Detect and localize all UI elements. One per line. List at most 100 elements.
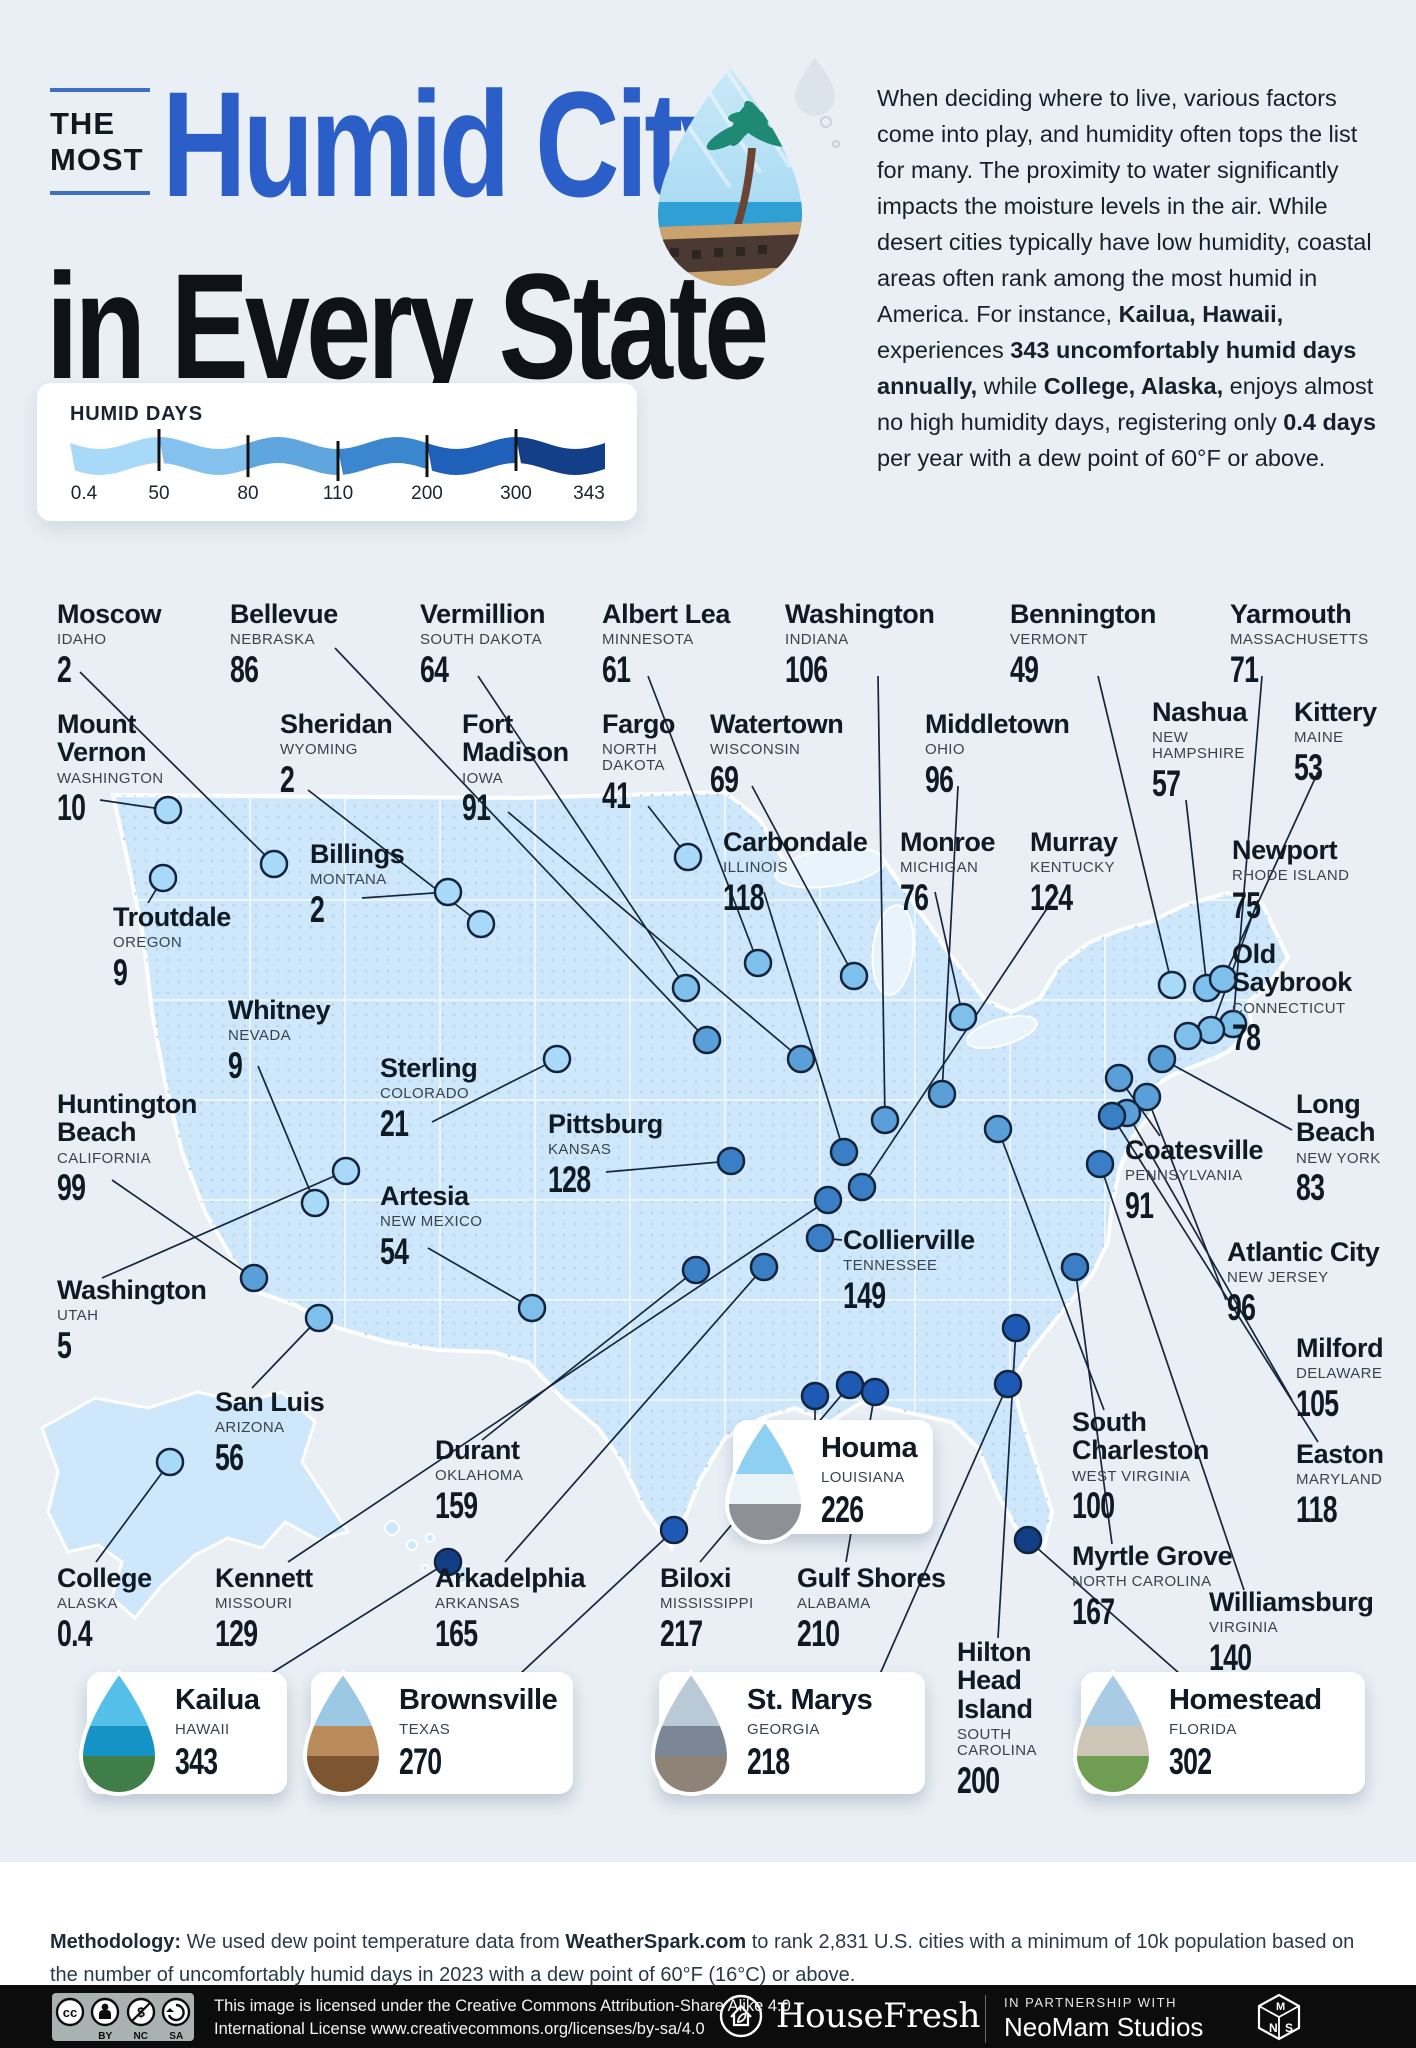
city-state-mount-vernon-washington: WASHINGTON xyxy=(57,769,164,787)
methodology-note: Methodology: We used dew point temperatu… xyxy=(50,1931,1355,1986)
city-dot-old-saybrook-connecticut xyxy=(1173,1021,1203,1051)
city-name-brownsville-texas: Brownsville xyxy=(399,1684,558,1716)
city-label-kennett-missouri: Kennett MISSOURI 129 xyxy=(215,1564,313,1654)
city-label-huntington-beach-california: Huntington Beach CALIFORNIA 99 xyxy=(57,1090,197,1208)
city-dot-artesia-new-mexico xyxy=(517,1293,547,1323)
creative-commons-badges: cc BY $ NC SA xyxy=(52,1993,194,2042)
housefresh-logo: HouseFresh xyxy=(718,1993,980,2039)
city-name-carbondale-illinois: Carbondale xyxy=(723,827,868,857)
city-value-hilton-head-island-south-carolina: 200 xyxy=(957,1759,1000,1801)
city-name-sheridan-wyoming: Sheridan xyxy=(280,709,393,739)
city-dot-homestead-florida xyxy=(1013,1525,1043,1555)
city-value-houma-louisiana: 226 xyxy=(821,1489,864,1530)
city-value-san-luis-arizona: 56 xyxy=(215,1437,244,1479)
housefresh-icon xyxy=(719,1994,763,2038)
city-photo-homestead-florida xyxy=(1072,1668,1154,1796)
city-label-hilton-head-island-south-carolina: Hilton Head Island SOUTH CAROLINA 200 xyxy=(957,1638,1037,1800)
city-value-brownsville-texas: 270 xyxy=(399,1741,442,1782)
city-name-washington-indiana: Washington xyxy=(785,599,935,629)
city-label-whitney-nevada: Whitney NEVADA 9 xyxy=(228,996,331,1086)
city-state-huntington-beach-california: CALIFORNIA xyxy=(57,1149,152,1167)
city-label-washington-utah: Washington UTAH 5 xyxy=(57,1276,207,1366)
city-name-huntington-beach-california: Huntington Beach xyxy=(57,1089,197,1148)
city-value-washington-indiana: 106 xyxy=(785,649,828,691)
city-dot-billings-montana xyxy=(433,877,463,907)
city-dot-st-marys-georgia xyxy=(993,1369,1023,1399)
city-value-milford-delaware: 105 xyxy=(1296,1383,1339,1425)
city-label-vermillion-south-dakota: Vermillion SOUTH DAKOTA 64 xyxy=(420,600,545,690)
city-dot-kennett-missouri xyxy=(813,1185,843,1215)
city-state-fargo-north-dakota: NORTH DAKOTA xyxy=(602,741,665,775)
cc-nc-icon: $ NC xyxy=(126,1997,156,2042)
city-dot-hilton-head-island-south-carolina xyxy=(1001,1313,1031,1343)
city-state-old-saybrook-connecticut: CONNECTICUT xyxy=(1232,999,1346,1017)
city-dot-huntington-beach-california xyxy=(239,1263,269,1293)
city-name-watertown-wisconsin: Watertown xyxy=(710,709,844,739)
city-name-college-alaska: College xyxy=(57,1563,152,1593)
city-value-newport-rhode-island: 75 xyxy=(1232,885,1261,927)
city-photo-st-marys-georgia xyxy=(650,1668,732,1796)
city-name-coatesville-pennsylvania: Coatesville xyxy=(1125,1135,1264,1165)
city-state-long-beach-new-york: NEW YORK xyxy=(1296,1149,1381,1167)
city-value-fargo-north-dakota: 41 xyxy=(602,774,631,816)
city-value-albert-lea-minnesota: 61 xyxy=(602,649,631,691)
city-state-kittery-maine: MAINE xyxy=(1294,729,1344,747)
city-name-myrtle-grove-north-carolina: Myrtle Grove xyxy=(1072,1541,1233,1571)
city-dot-houma-louisiana xyxy=(800,1381,830,1411)
kicker-line-2: MOST xyxy=(50,141,144,177)
city-state-whitney-nevada: NEVADA xyxy=(228,1027,291,1045)
city-name-st-marys-georgia: St. Marys xyxy=(747,1684,873,1716)
legend-tick-labels: 0.4 50 80 110 200 300 343 xyxy=(70,483,605,507)
city-dot-pittsburg-kansas xyxy=(716,1146,746,1176)
city-value-murray-kentucky: 124 xyxy=(1030,877,1073,919)
city-card-homestead-florida: Homestead FLORIDA 302 xyxy=(1072,1668,1365,1796)
city-label-nashua-new-hampshire: Nashua NEW HAMPSHIRE 57 xyxy=(1152,697,1248,804)
city-card-houma-louisiana: Houma LOUISIANA 226 xyxy=(724,1416,933,1544)
city-name-long-beach-new-york: Long Beach xyxy=(1296,1089,1376,1148)
city-state-san-luis-arizona: ARIZONA xyxy=(215,1419,285,1437)
city-name-homestead-florida: Homestead xyxy=(1169,1684,1322,1716)
city-name-biloxi-mississippi: Biloxi xyxy=(660,1563,732,1593)
city-dot-myrtle-grove-north-carolina xyxy=(1060,1252,1090,1282)
city-state-yarmouth-massachusetts: MASSACHUSETTS xyxy=(1230,631,1369,649)
kicker-line-1: THE xyxy=(50,106,115,141)
city-name-durant-oklahoma: Durant xyxy=(435,1435,520,1465)
city-value-st-marys-georgia: 218 xyxy=(747,1741,790,1782)
city-value-nashua-new-hampshire: 57 xyxy=(1152,762,1181,804)
city-name-kailua-hawaii: Kailua xyxy=(175,1684,260,1716)
city-dot-newport-rhode-island xyxy=(1196,1015,1226,1045)
city-value-carbondale-illinois: 118 xyxy=(723,877,765,919)
city-value-myrtle-grove-north-carolina: 167 xyxy=(1072,1591,1115,1633)
partnership-block: IN PARTNERSHIP WITH NeoMam Studios xyxy=(985,1995,1203,2043)
city-name-nashua-new-hampshire: Nashua xyxy=(1152,697,1248,727)
city-label-fort-madison-iowa: Fort Madison IOWA 91 xyxy=(462,710,569,828)
city-dot-fort-madison-iowa xyxy=(786,1044,816,1074)
city-state-monroe-michigan: MICHIGAN xyxy=(900,859,979,877)
city-label-monroe-michigan: Monroe MICHIGAN 76 xyxy=(900,828,995,918)
city-name-mount-vernon-washington: Mount Vernon xyxy=(57,709,147,768)
city-value-yarmouth-massachusetts: 71 xyxy=(1230,649,1259,691)
city-name-artesia-new-mexico: Artesia xyxy=(380,1181,469,1211)
city-dot-san-luis-arizona xyxy=(304,1303,334,1333)
city-label-arkadelphia-arkansas: Arkadelphia ARKANSAS 165 xyxy=(435,1564,586,1654)
city-label-kittery-maine: Kittery MAINE 53 xyxy=(1294,698,1377,788)
city-label-sheridan-wyoming: Sheridan WYOMING 2 xyxy=(280,709,393,800)
city-value-pittsburg-kansas: 128 xyxy=(548,1159,591,1201)
city-label-troutdale-oregon: Troutdale OREGON 9 xyxy=(113,903,231,993)
city-label-milford-delaware: Milford DELAWARE 105 xyxy=(1296,1334,1384,1425)
city-dot-brownsville-texas xyxy=(659,1515,689,1545)
city-name-troutdale-oregon: Troutdale xyxy=(113,902,231,932)
legend-segment xyxy=(70,437,159,475)
city-name-houma-louisiana: Houma xyxy=(821,1432,918,1464)
svg-text:S: S xyxy=(1285,2021,1293,2035)
city-value-mount-vernon-washington: 10 xyxy=(57,787,86,829)
city-value-gulf-shores-alabama: 210 xyxy=(797,1613,840,1655)
leader-line-hilton-head-island-south-carolina xyxy=(997,1327,1017,1639)
city-label-atlantic-city-new-jersey: Atlantic City NEW JERSEY 96 xyxy=(1227,1238,1380,1328)
title-kicker: THE MOST xyxy=(50,88,150,196)
legend-tick-label: 80 xyxy=(237,483,259,504)
city-state-myrtle-grove-north-carolina: NORTH CAROLINA xyxy=(1072,1573,1212,1591)
city-label-gulf-shores-alabama: Gulf Shores ALABAMA 210 xyxy=(797,1564,946,1654)
city-state-south-charleston-west-virginia: WEST VIRGINIA xyxy=(1072,1467,1191,1485)
